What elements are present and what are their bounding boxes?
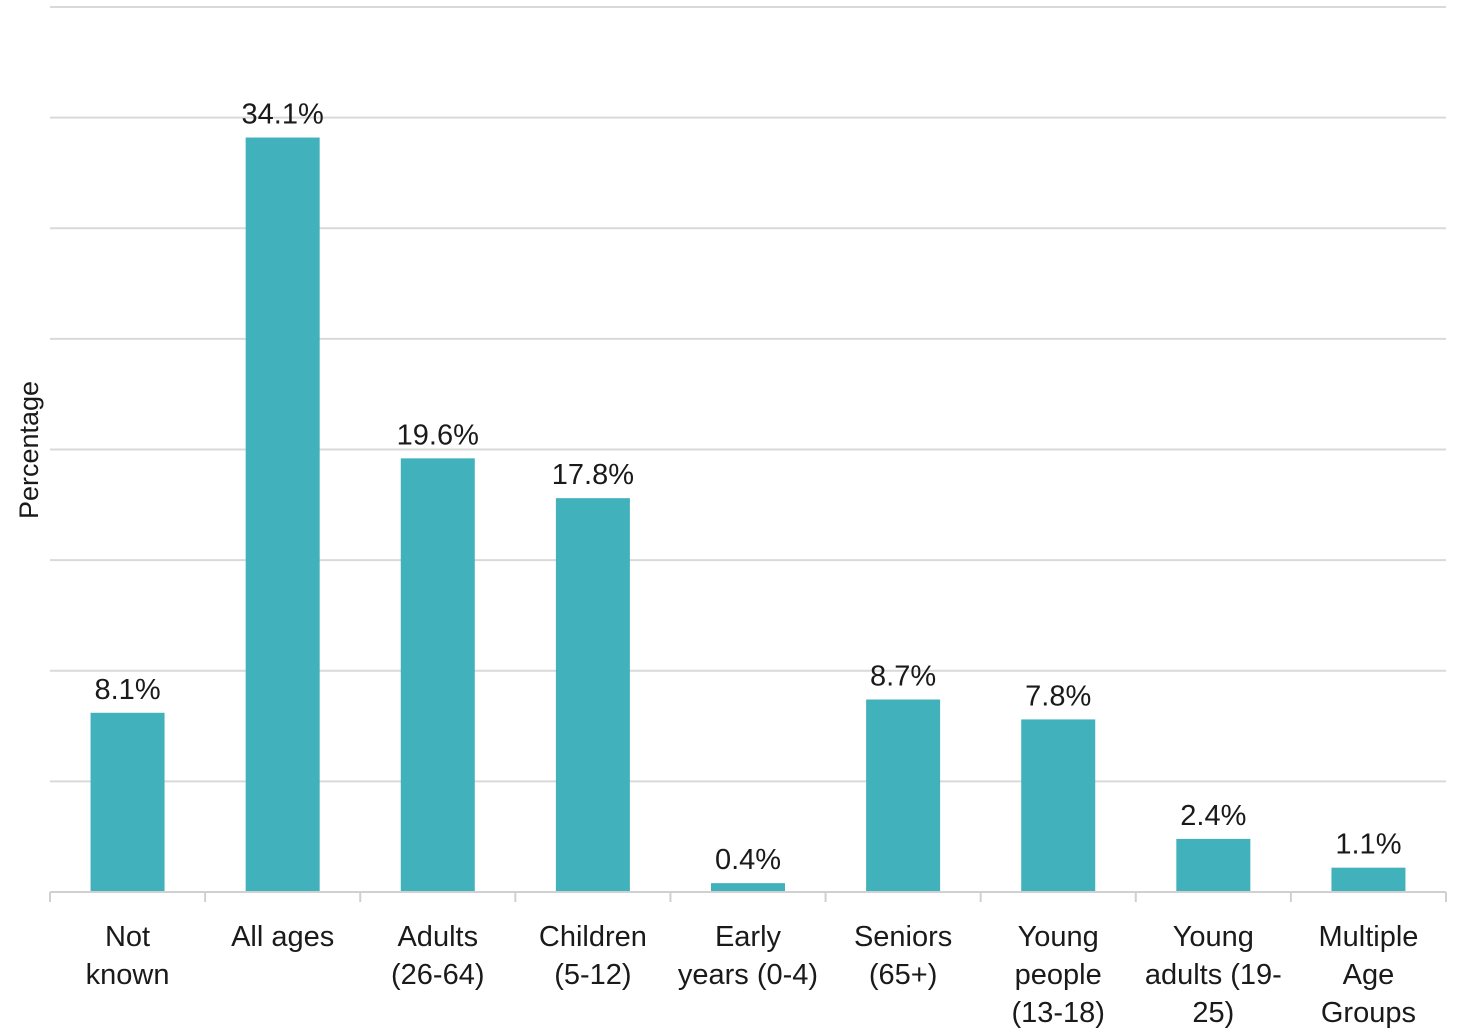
bar — [1021, 719, 1096, 892]
data-label: 17.8% — [552, 459, 634, 491]
bar — [400, 458, 475, 892]
category-label-line: people — [1015, 959, 1102, 991]
category-label: Early years (0-4) — [678, 921, 818, 991]
category-label-line: Young — [1018, 921, 1099, 953]
category-labels: Not known All ages Adults (26-64) Children (5-… — [86, 921, 1419, 1029]
category-label-line: Multiple — [1318, 921, 1418, 953]
data-labels: 8.1% 34.1% 19.6% 17.8% 0.4% 8.7% 7.8% 2.4% 1.1% — [95, 99, 1402, 877]
data-label: 1.1% — [1335, 829, 1401, 861]
category-label-line: known — [86, 959, 170, 991]
category-label: Children (5-12) — [539, 921, 647, 991]
category-label-line: (13-18) — [1011, 997, 1105, 1029]
category-label-line: Early — [715, 921, 782, 953]
data-label: 19.6% — [397, 419, 479, 451]
bar — [711, 883, 785, 892]
bar — [555, 498, 630, 892]
category-label: Multiple Age Groups — [1318, 921, 1418, 1029]
category-label-line: years (0-4) — [678, 959, 818, 991]
data-label: 34.1% — [242, 99, 324, 131]
category-label-line: Not — [105, 921, 150, 953]
bar — [1331, 867, 1406, 892]
category-label: Not known — [86, 921, 170, 991]
category-label-line: Adults — [397, 921, 478, 953]
category-label-line: (5-12) — [554, 959, 631, 991]
category-label-line: (26-64) — [391, 959, 485, 991]
bar — [1176, 838, 1251, 892]
y-axis-title: Percentage — [14, 381, 44, 519]
category-label-line: Seniors — [854, 921, 952, 953]
data-label: 7.8% — [1025, 680, 1091, 712]
data-label: 8.7% — [870, 661, 936, 693]
category-label: Seniors (65+) — [854, 921, 952, 991]
data-label: 0.4% — [715, 844, 781, 876]
category-label-line: All ages — [231, 921, 334, 953]
data-label: 2.4% — [1180, 800, 1246, 832]
category-label: All ages — [231, 921, 334, 953]
category-label-line: Children — [539, 921, 647, 953]
category-label-line: Young — [1173, 921, 1254, 953]
category-label-line: Age — [1343, 959, 1395, 991]
category-label-line: Groups — [1321, 997, 1416, 1029]
bars — [90, 137, 1406, 893]
data-label: 8.1% — [95, 674, 161, 706]
category-label: Adults (26-64) — [391, 921, 485, 991]
bar — [90, 712, 165, 892]
category-label-line: 25) — [1192, 997, 1234, 1029]
category-label-line: adults (19- — [1145, 959, 1282, 991]
category-label-line: (65+) — [869, 959, 938, 991]
category-label: Young people (13-18) — [1011, 921, 1105, 1029]
x-axis — [49, 891, 1447, 902]
category-label: Young adults (19- 25) — [1145, 921, 1282, 1029]
bar — [245, 137, 320, 893]
bar — [866, 699, 941, 892]
